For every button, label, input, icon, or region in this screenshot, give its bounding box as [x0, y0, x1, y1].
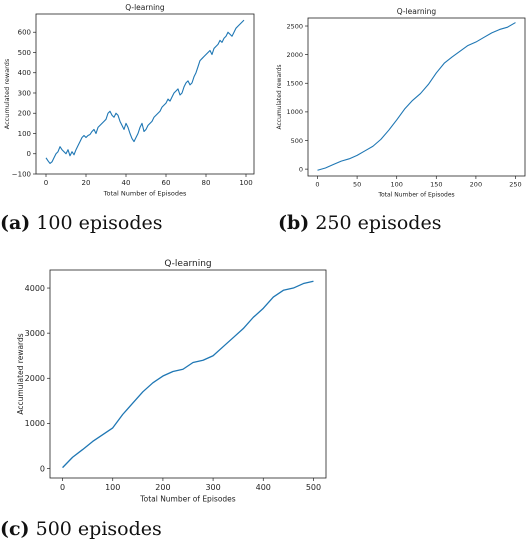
y-tick-label: −100	[12, 170, 31, 178]
x-tick-label: 400	[256, 483, 271, 492]
caption-c-tag: (c)	[0, 518, 30, 540]
x-tick-label: 0	[44, 179, 48, 187]
y-tick-label: 3000	[25, 329, 45, 338]
x-tick-label: 100	[105, 483, 120, 492]
y-tick-label: 4000	[25, 284, 45, 293]
chart-panel-a: Q-learning 0 20 40 60 80 100 −100 0 100 200 300 400 5…	[0, 0, 260, 198]
plot-frame	[35, 13, 255, 175]
series-line	[45, 19, 245, 165]
series-line	[62, 280, 314, 469]
y-axis-label: Accumulated rewards	[3, 58, 11, 129]
y-tick-label: 200	[18, 110, 31, 118]
x-axis-label: Total Number of Episodes	[103, 190, 187, 198]
x-tick-label: 50	[353, 181, 361, 189]
chart-panel-b: Q-learning 0 50 100 150 200 250 0 500 1000 1500 200…	[272, 4, 527, 200]
caption-b-tag: (b)	[278, 212, 310, 234]
x-tick-label: 0	[60, 483, 65, 492]
y-tick-label: 1000	[286, 108, 303, 116]
y-tick-label: 2500	[286, 22, 303, 30]
y-tick-label: 600	[18, 29, 31, 37]
y-tick-label: 0	[40, 464, 45, 473]
chart-c: Q-learning 0 100 200 300 400 500 0 1000 2000 3000 4…	[16, 259, 327, 504]
chart-title: Q-learning	[164, 259, 211, 269]
y-tick-label: 100	[18, 130, 31, 138]
caption-b: (b) 250 episodes	[278, 212, 441, 234]
chart-title: Q-learning	[125, 3, 165, 12]
x-tick-label: 0	[315, 181, 319, 189]
x-tick-label: 150	[430, 181, 442, 189]
caption-c: (c) 500 episodes	[0, 518, 162, 540]
y-tick-label: 2000	[286, 51, 303, 59]
x-tick-label: 60	[162, 179, 171, 187]
x-axis-label: Total Number of Episodes	[139, 495, 235, 504]
chart-panel-c: Q-learning 0 100 200 300 400 500 0 1000 2000 3000 4…	[0, 252, 340, 510]
plot-frame	[49, 269, 327, 479]
x-tick-label: 100	[390, 181, 402, 189]
x-axis-label: Total Number of Episodes	[377, 192, 454, 199]
y-tick-label: 0	[27, 150, 31, 158]
caption-c-text: 500 episodes	[35, 518, 162, 540]
x-tick-label: 100	[239, 179, 252, 187]
x-tick-label: 200	[470, 181, 482, 189]
y-tick-label: 400	[18, 69, 31, 77]
x-tick-label: 20	[82, 179, 91, 187]
caption-b-text: 250 episodes	[315, 212, 442, 234]
x-tick-label: 250	[509, 181, 521, 189]
y-tick-label: 300	[18, 89, 31, 97]
chart-title: Q-learning	[397, 7, 437, 16]
y-axis-label: Accumulated rewards	[276, 64, 283, 129]
x-tick-label: 80	[202, 179, 211, 187]
chart-a: Q-learning 0 20 40 60 80 100 −100 0 100 200 300 400 5…	[3, 3, 255, 198]
y-tick-label: 0	[299, 165, 303, 173]
y-tick-label: 2000	[25, 374, 45, 383]
x-tick-label: 500	[306, 483, 321, 492]
x-tick-label: 300	[205, 483, 220, 492]
caption-a-text: 100 episodes	[36, 212, 163, 234]
x-tick-label: 40	[122, 179, 131, 187]
y-tick-label: 1500	[286, 80, 303, 88]
y-tick-label: 1000	[25, 419, 45, 428]
y-tick-label: 500	[18, 49, 31, 57]
caption-a-tag: (a)	[0, 212, 31, 234]
series-line	[317, 22, 516, 171]
y-axis-label: Accumulated rewards	[16, 333, 25, 414]
caption-a: (a) 100 episodes	[0, 212, 162, 234]
y-tick-label: 500	[291, 137, 303, 145]
plot-frame	[307, 17, 526, 177]
x-tick-label: 200	[155, 483, 170, 492]
